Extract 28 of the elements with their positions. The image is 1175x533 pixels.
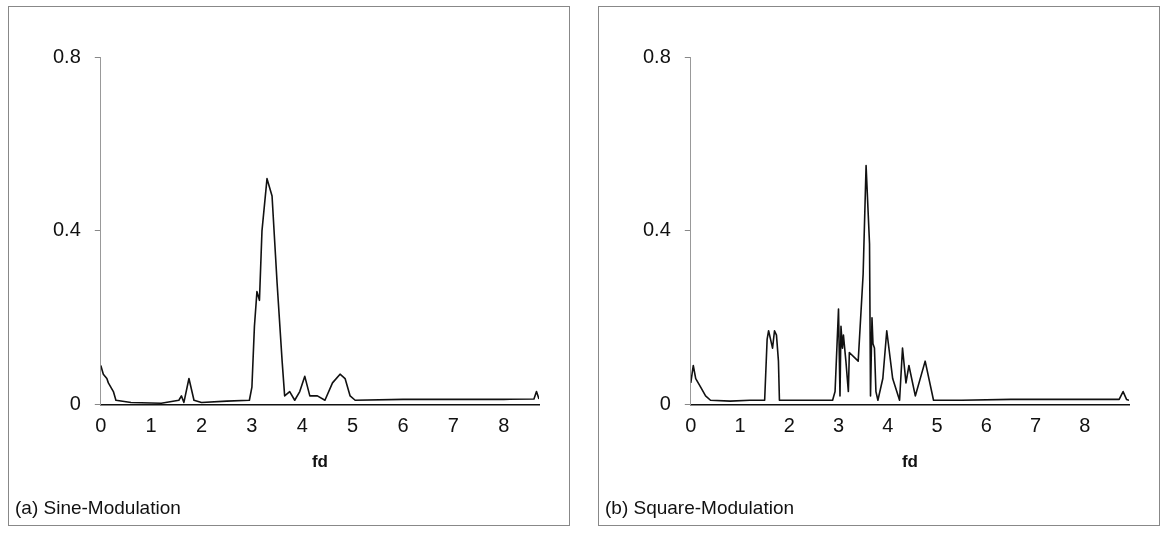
text: (a) Sine-Modulation (15, 497, 181, 519)
y-tick-label: 0.4 (52, 218, 81, 241)
x-tick-label: 5 (931, 414, 943, 437)
x-tick-label: 3 (832, 414, 845, 437)
y-tick-label: 0 (69, 392, 81, 415)
x-axis-title: fd (311, 452, 328, 472)
x-tick-label: 1 (734, 414, 746, 437)
x-axis-title: fd (901, 452, 918, 472)
x-tick-label: 4 (296, 414, 308, 437)
x-tick-label: 6 (980, 414, 992, 437)
y-tick-label: 0.4 (642, 218, 671, 241)
y-tick-label: 0 (659, 392, 671, 415)
x-tick-label: 1 (145, 414, 157, 437)
x-tick-label: 0 (685, 414, 697, 437)
x-tick-label: 0 (95, 414, 107, 437)
x-tick-label: 8 (1079, 414, 1091, 437)
x-tick-label: 2 (195, 414, 208, 437)
y-tick-label: 0.8 (52, 44, 81, 67)
x-tick-label: 7 (447, 414, 459, 437)
y-tick-label: 0.8 (642, 44, 671, 67)
x-tick-label: 4 (882, 414, 894, 437)
x-tick-label: 7 (1029, 414, 1042, 437)
x-tick-label: 6 (397, 414, 409, 437)
x-tick-label: 8 (498, 414, 510, 437)
x-tick-label: 3 (246, 414, 258, 437)
x-tick-label: 2 (783, 414, 795, 437)
text: (b) Square-Modulation (605, 497, 795, 519)
x-tick-label: 5 (347, 414, 359, 437)
